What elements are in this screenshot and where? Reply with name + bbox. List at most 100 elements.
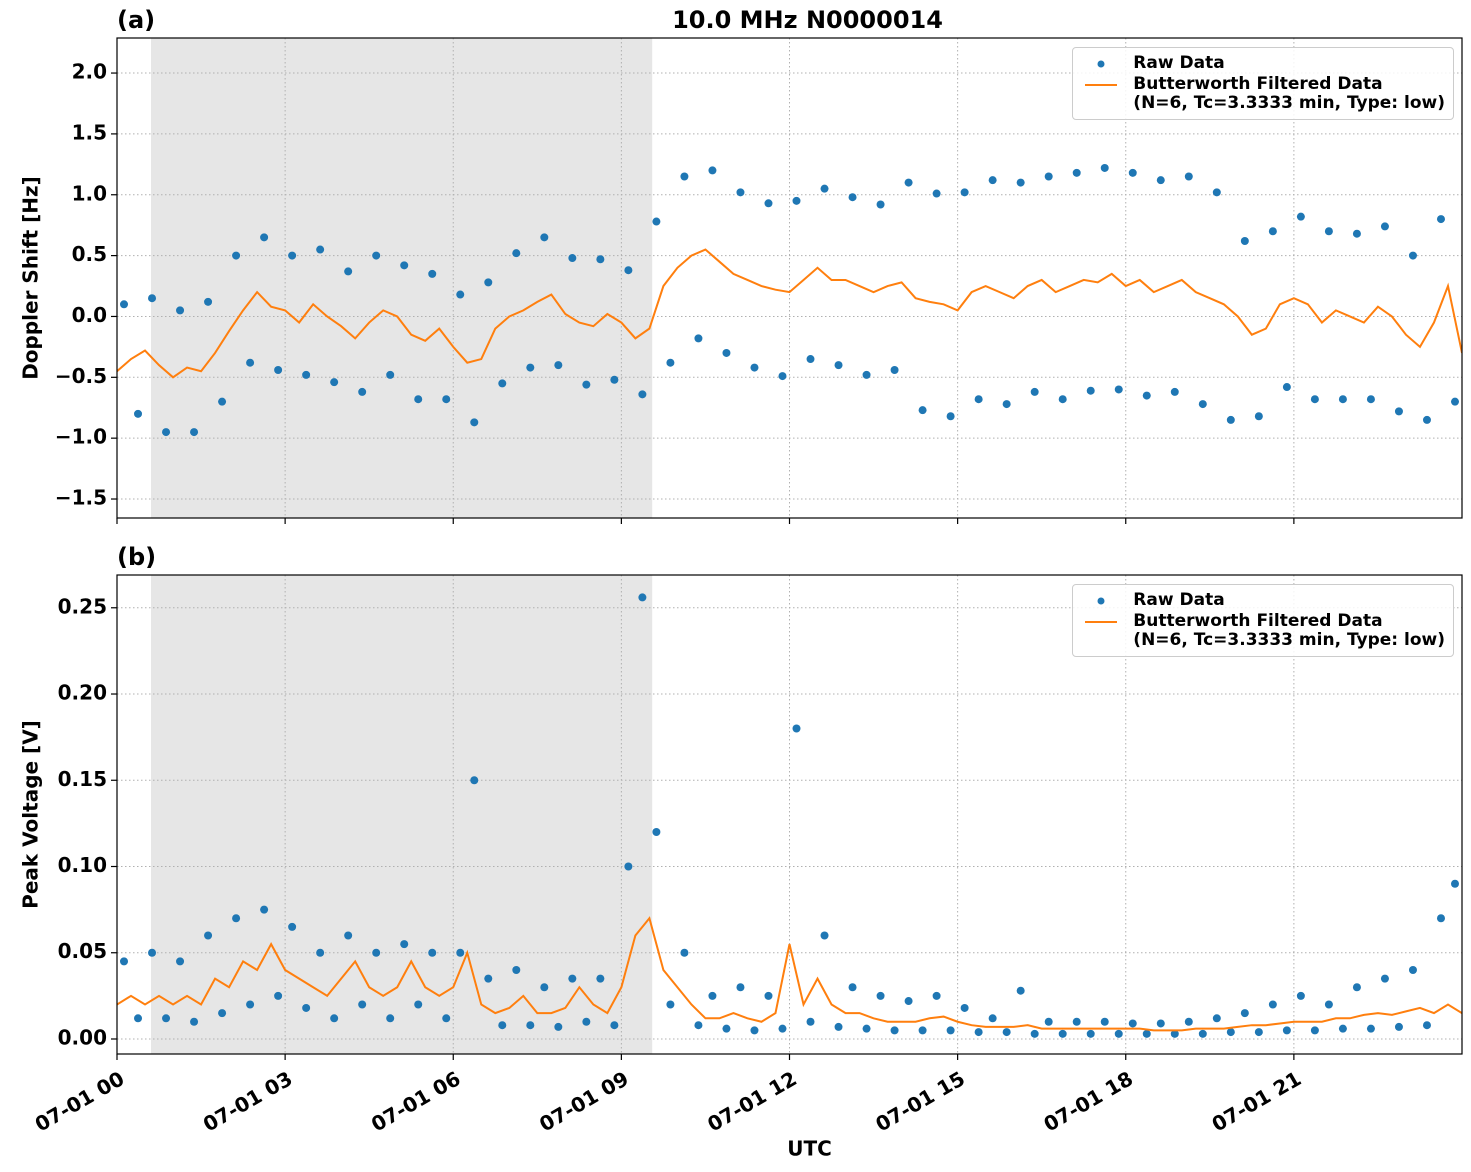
raw-point bbox=[1310, 395, 1319, 404]
legend-label: Raw Data bbox=[1133, 590, 1225, 610]
raw-point bbox=[1408, 251, 1417, 260]
x-tick-label: 07-01 00 bbox=[31, 1066, 129, 1136]
raw-point bbox=[400, 261, 409, 270]
raw-point bbox=[540, 983, 549, 992]
raw-point bbox=[680, 948, 689, 957]
raw-point bbox=[330, 378, 339, 387]
y-axis-label: Doppler Shift [Hz] bbox=[19, 176, 43, 380]
raw-point bbox=[1016, 178, 1025, 187]
raw-point bbox=[204, 297, 213, 306]
raw-point bbox=[414, 395, 423, 404]
raw-point bbox=[120, 300, 129, 309]
raw-point bbox=[456, 948, 465, 957]
raw-point bbox=[1016, 986, 1025, 995]
x-tick-label: 07-01 03 bbox=[199, 1066, 297, 1136]
panel-label: (a) bbox=[117, 6, 155, 34]
raw-point bbox=[218, 1009, 227, 1018]
raw-point bbox=[736, 188, 745, 197]
axes-frame bbox=[116, 37, 1463, 519]
raw-point bbox=[1114, 385, 1123, 394]
raw-point bbox=[1142, 1029, 1151, 1038]
raw-point bbox=[512, 965, 521, 974]
raw-point bbox=[918, 1026, 927, 1035]
raw-point bbox=[1436, 914, 1445, 923]
raw-point bbox=[1380, 974, 1389, 983]
raw-point bbox=[946, 1026, 955, 1035]
x-tick-label: 07-01 09 bbox=[535, 1066, 633, 1136]
raw-point bbox=[610, 375, 619, 384]
x-axis-label: UTC bbox=[787, 1137, 832, 1161]
raw-point bbox=[456, 290, 465, 299]
raw-point bbox=[764, 199, 773, 208]
raw-point bbox=[344, 931, 353, 940]
raw-point bbox=[1030, 1029, 1039, 1038]
raw-point bbox=[1254, 1028, 1263, 1037]
legend-entry: Butterworth Filtered Data (N=6, Tc=3.333… bbox=[1081, 612, 1445, 650]
raw-point bbox=[960, 1003, 969, 1012]
raw-point bbox=[1212, 1014, 1221, 1023]
raw-point bbox=[1422, 1021, 1431, 1030]
raw-point bbox=[568, 974, 577, 983]
legend-swatch bbox=[1085, 621, 1118, 623]
chart-title: 10.0 MHz N0000014 bbox=[672, 6, 943, 34]
raw-point bbox=[1394, 407, 1403, 416]
raw-point bbox=[218, 397, 227, 406]
raw-point bbox=[358, 1000, 367, 1009]
raw-point bbox=[708, 991, 717, 1000]
raw-point bbox=[1072, 168, 1081, 177]
axes-frame bbox=[116, 574, 1463, 1055]
raw-point bbox=[652, 217, 661, 226]
raw-point bbox=[1352, 229, 1361, 238]
raw-point bbox=[596, 255, 605, 264]
raw-point bbox=[1198, 400, 1207, 409]
raw-point bbox=[484, 974, 493, 983]
x-tick-label: 07-01 18 bbox=[1039, 1066, 1137, 1136]
raw-point bbox=[1156, 176, 1165, 185]
legend-swatch bbox=[1097, 60, 1105, 68]
raw-point bbox=[876, 991, 885, 1000]
legend-entry: Raw Data bbox=[1081, 54, 1445, 73]
raw-point bbox=[764, 991, 773, 1000]
raw-point bbox=[694, 334, 703, 343]
raw-point bbox=[204, 931, 213, 940]
raw-point bbox=[624, 266, 633, 275]
legend-entry: Raw Data bbox=[1081, 591, 1445, 610]
raw-point bbox=[750, 363, 759, 372]
raw-point bbox=[960, 188, 969, 197]
raw-point bbox=[1282, 383, 1291, 392]
raw-point bbox=[1044, 1017, 1053, 1026]
raw-point bbox=[1100, 1017, 1109, 1026]
raw-point bbox=[736, 983, 745, 992]
raw-point bbox=[442, 395, 451, 404]
raw-point bbox=[540, 233, 549, 242]
raw-point bbox=[988, 176, 997, 185]
raw-point bbox=[806, 1017, 815, 1026]
raw-point bbox=[1394, 1022, 1403, 1031]
raw-point bbox=[666, 358, 675, 367]
raw-point bbox=[316, 245, 325, 254]
legend-label: Butterworth Filtered Data (N=6, Tc=3.333… bbox=[1133, 74, 1445, 113]
raw-point bbox=[302, 370, 311, 379]
raw-point bbox=[190, 1017, 199, 1026]
y-tick-label: 0.5 bbox=[72, 242, 107, 266]
raw-point bbox=[1366, 1024, 1375, 1033]
legend-swatch bbox=[1097, 597, 1105, 605]
x-tick-label: 07-01 12 bbox=[703, 1066, 801, 1136]
raw-point bbox=[1338, 1024, 1347, 1033]
raw-point bbox=[484, 278, 493, 287]
raw-point bbox=[316, 948, 325, 957]
raw-point bbox=[974, 395, 983, 404]
raw-point bbox=[1324, 1000, 1333, 1009]
plot-area bbox=[117, 593, 1462, 1038]
y-tick-label: 1.5 bbox=[72, 120, 107, 144]
raw-point bbox=[876, 200, 885, 209]
raw-point bbox=[582, 1017, 591, 1026]
legend-marker bbox=[1097, 597, 1105, 605]
raw-point bbox=[792, 196, 801, 205]
raw-point bbox=[498, 379, 507, 388]
raw-point bbox=[904, 997, 913, 1006]
raw-point bbox=[330, 1014, 339, 1023]
y-tick-label: 1.0 bbox=[72, 181, 107, 205]
raw-point bbox=[1100, 163, 1109, 172]
raw-point bbox=[1058, 395, 1067, 404]
